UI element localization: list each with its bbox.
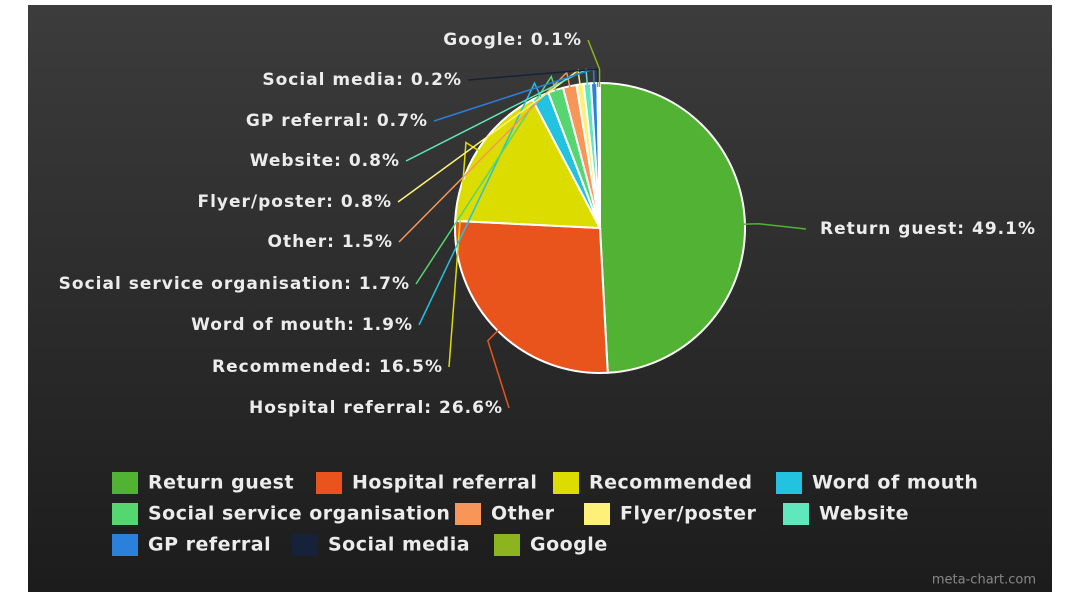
legend-label: Social media (328, 534, 470, 556)
legend-swatch (316, 472, 342, 494)
legend-swatch (783, 503, 809, 525)
legend-swatch (112, 472, 138, 494)
data-label: Website: 0.8% (250, 151, 400, 171)
data-label: Hospital referral: 26.6% (249, 398, 503, 418)
legend-label: Social service organisation (148, 503, 450, 525)
legend-swatch (584, 503, 610, 525)
leader-line (587, 39, 601, 88)
legend-label: Recommended (589, 472, 752, 494)
legend-swatch (112, 534, 138, 556)
legend-swatch (553, 472, 579, 494)
data-label: Flyer/poster: 0.8% (197, 192, 392, 212)
legend-label: Google (530, 534, 608, 556)
leader-line (486, 327, 510, 409)
data-label: GP referral: 0.7% (246, 111, 428, 131)
watermark: meta-chart.com (932, 573, 1036, 588)
legend-label: GP referral (148, 534, 271, 556)
legend-label: Other (491, 503, 555, 525)
legend-swatch (494, 534, 520, 556)
leader-line (398, 71, 572, 243)
leader-line (467, 68, 599, 88)
legend-swatch (455, 503, 481, 525)
leader-line (740, 222, 807, 230)
data-label: Word of mouth: 1.9% (191, 315, 413, 335)
legend-label: Website (819, 503, 909, 525)
data-label: Social media: 0.2% (262, 70, 462, 90)
data-label: Return guest: 49.1% (820, 219, 1036, 239)
legend-label: Return guest (148, 472, 294, 494)
data-label: Recommended: 16.5% (212, 357, 443, 377)
leader-line (448, 141, 482, 368)
legend-swatch (776, 472, 802, 494)
legend-label: Flyer/poster (620, 503, 757, 525)
legend-label: Word of mouth (812, 472, 978, 494)
data-label: Other: 1.5% (268, 232, 393, 252)
data-label: Google: 0.1% (443, 30, 582, 50)
data-label: Social service organisation: 1.7% (59, 274, 410, 294)
legend-swatch (292, 534, 318, 556)
pie-slice (598, 81, 601, 229)
legend-swatch (112, 503, 138, 525)
legend-label: Hospital referral (352, 472, 537, 494)
